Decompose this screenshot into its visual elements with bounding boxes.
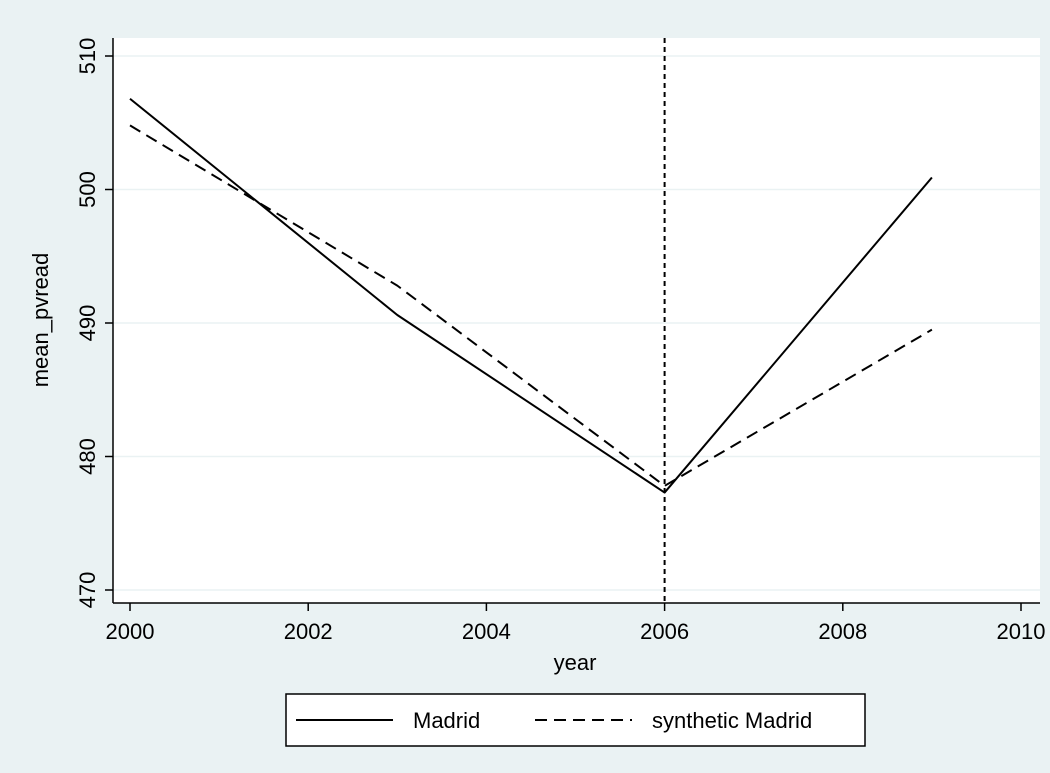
y-tick-label-490: 490 [75, 305, 100, 342]
x-tick-label-2000: 2000 [106, 619, 155, 644]
series-line-madrid [129, 97, 933, 494]
legend-label-synthetic-madrid: synthetic Madrid [652, 708, 812, 733]
grid-lines [113, 55, 1040, 591]
x-axis: 2000 2002 2004 2006 2008 2010 [106, 602, 1046, 644]
x-tick-label-2006: 2006 [640, 619, 689, 644]
legend: Madrid synthetic Madrid [285, 693, 866, 747]
plot-area [113, 38, 1040, 603]
y-tick-label-500: 500 [75, 171, 100, 208]
y-tick-label-510: 510 [75, 38, 100, 75]
series-layer [129, 97, 933, 494]
x-tick-label-2010: 2010 [997, 619, 1046, 644]
legend-label-madrid: Madrid [413, 708, 480, 733]
x-tick-label-2008: 2008 [818, 619, 867, 644]
x-tick-label-2002: 2002 [284, 619, 333, 644]
x-axis-title: year [554, 650, 597, 675]
series-line-synthetic-madrid [129, 124, 933, 487]
y-tick-label-470: 470 [75, 572, 100, 609]
y-axis-title: mean_pvread [28, 253, 53, 388]
y-tick-label-480: 480 [75, 438, 100, 475]
x-tick-label-2004: 2004 [462, 619, 511, 644]
y-axis: 470 480 490 500 510 [75, 38, 114, 609]
